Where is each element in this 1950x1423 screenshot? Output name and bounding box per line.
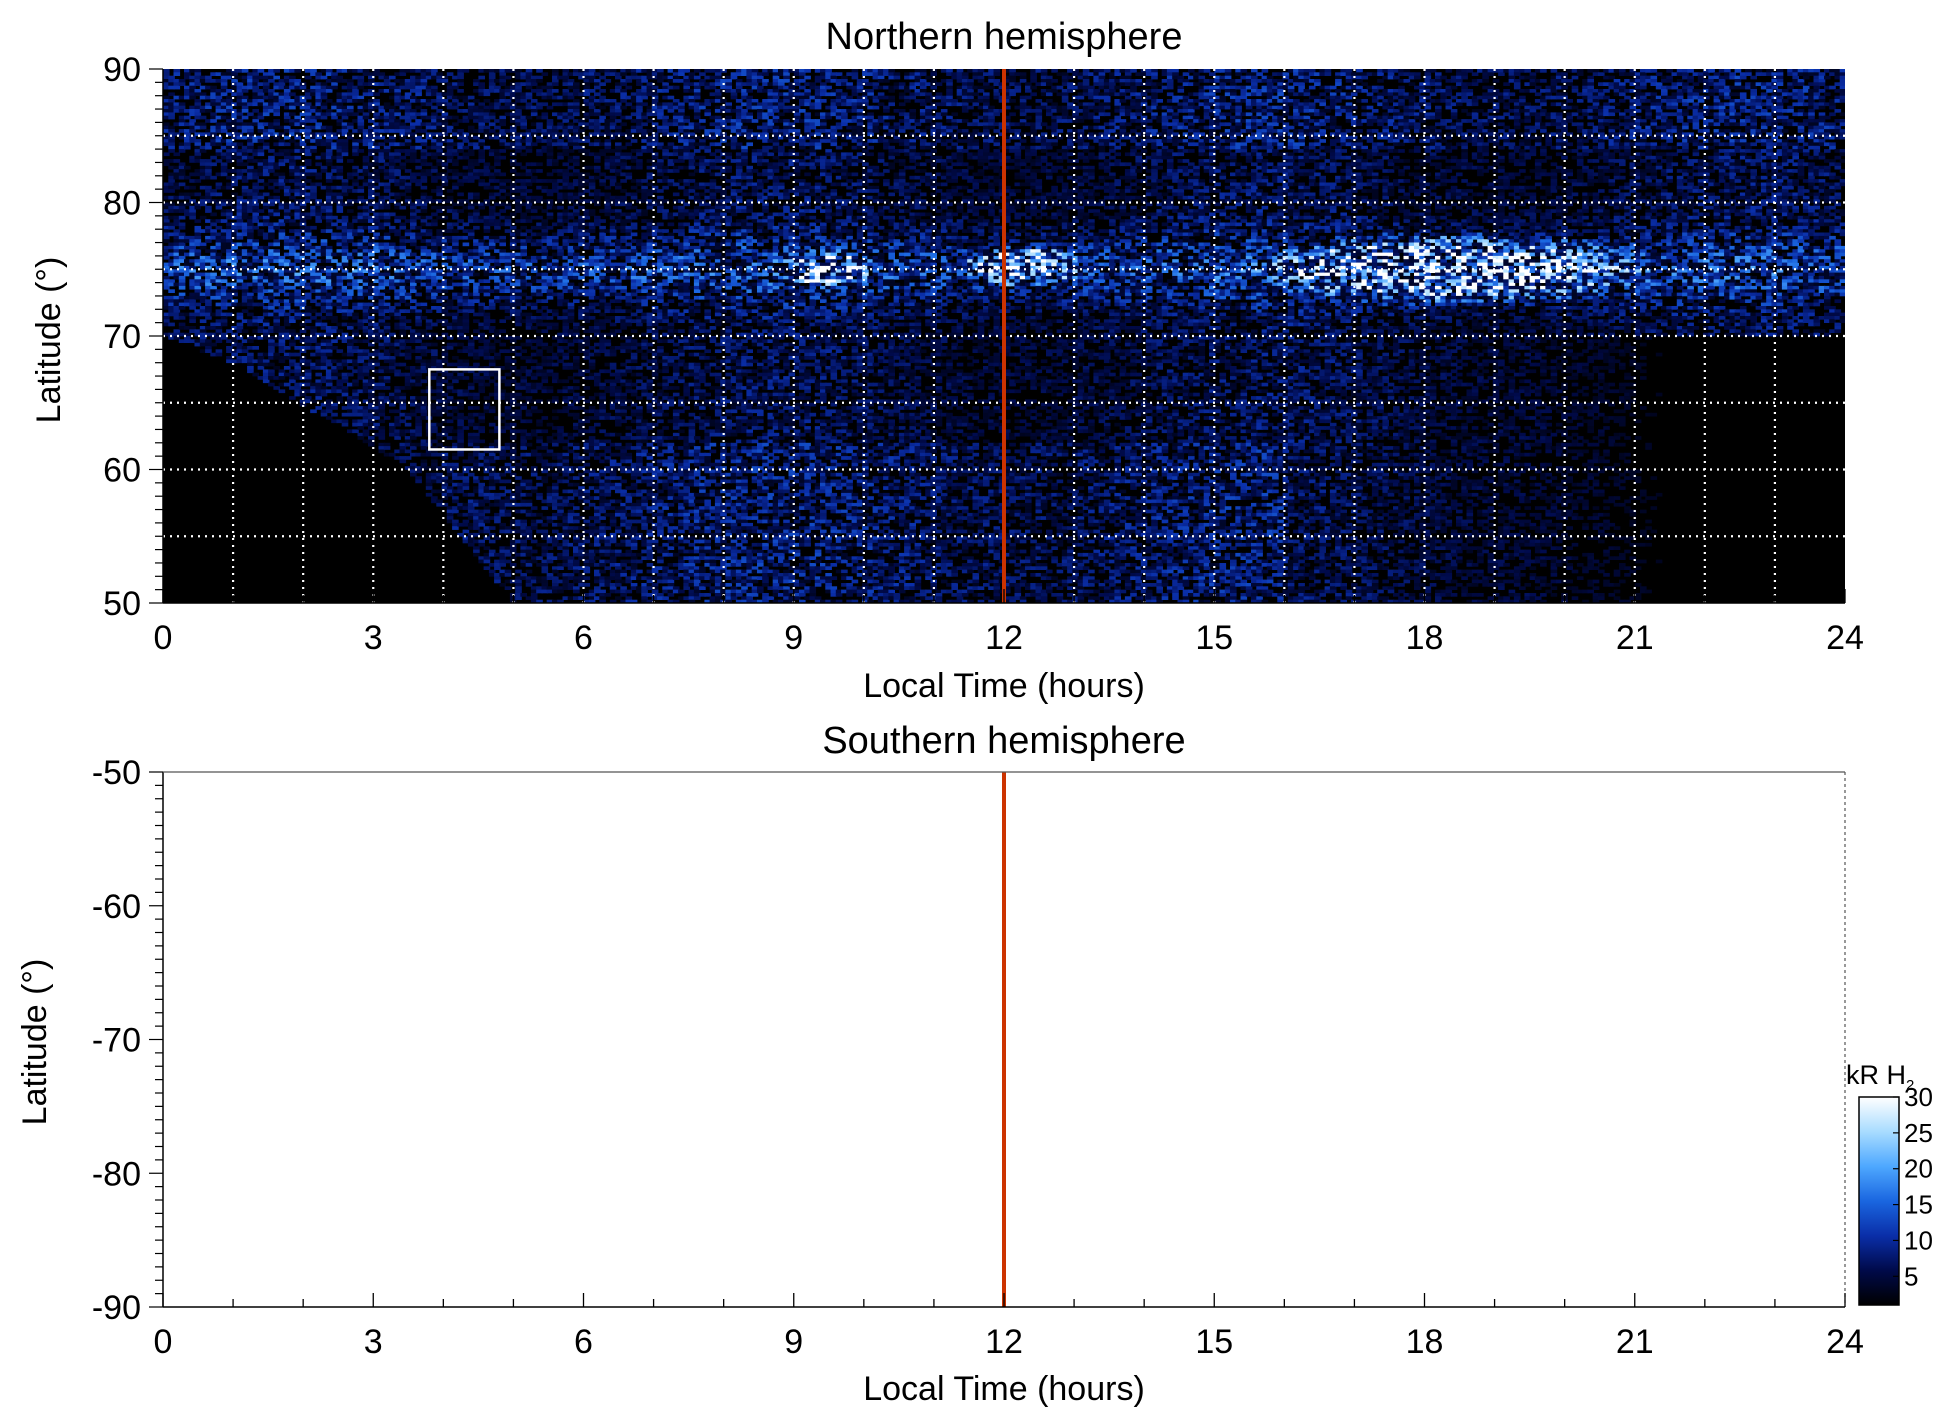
colorbar-tick-label: 25	[1904, 1118, 1933, 1148]
northern-x-tick-label: 18	[1406, 619, 1444, 657]
southern-x-tick-label: 0	[154, 1323, 173, 1361]
northern-y-tick-label: 60	[103, 452, 141, 490]
northern-x-tick-label: 24	[1826, 619, 1864, 657]
northern-x-axis-label: Local Time (hours)	[863, 667, 1145, 705]
colorbar-tick-label: 30	[1904, 1082, 1933, 1112]
northern-x-tick-label: 3	[364, 619, 383, 657]
southern-x-tick-label: 6	[574, 1323, 593, 1361]
southern-x-tick-label: 21	[1616, 1323, 1654, 1361]
southern-x-axis-label: Local Time (hours)	[863, 1370, 1145, 1408]
southern-y-tick-label: -90	[92, 1289, 141, 1327]
colorbar-tick-label: 10	[1904, 1225, 1933, 1255]
northern-y-tick-label: 90	[103, 51, 141, 89]
southern-y-tick-label: -80	[92, 1155, 141, 1193]
southern-title: Southern hemisphere	[822, 720, 1185, 762]
southern-y-tick-label: -70	[92, 1022, 141, 1060]
southern-x-tick-label: 9	[784, 1323, 803, 1361]
northern-y-tick-label: 80	[103, 185, 141, 223]
southern-x-tick-label: 24	[1826, 1323, 1864, 1361]
southern-x-tick-label: 18	[1406, 1323, 1444, 1361]
colorbar-tick-label: 15	[1904, 1190, 1933, 1220]
colorbar-tick-label: 20	[1904, 1154, 1933, 1184]
southern-panel: Southern hemisphere 0 3 6 9 12 15 18 21 24 -50 -60…	[16, 720, 1864, 1408]
northern-y-tick-label: 70	[103, 318, 141, 356]
northern-x-tick-label: 21	[1616, 619, 1654, 657]
colorbar-tick-label: 5	[1904, 1261, 1918, 1291]
southern-x-tick-label: 12	[985, 1323, 1023, 1361]
northern-y-tick-label: 50	[103, 585, 141, 623]
southern-y-tick-label: -60	[92, 888, 141, 926]
southern-y-axis-label: Latitude (°)	[16, 959, 54, 1126]
northern-x-tick-label: 15	[1195, 619, 1233, 657]
northern-x-tick-label: 0	[154, 619, 173, 657]
northern-title: Northern hemisphere	[826, 16, 1183, 58]
southern-x-tick-label: 3	[364, 1323, 383, 1361]
northern-y-axis-label: Latitude (°)	[30, 257, 68, 424]
southern-y-tick-label: -50	[92, 754, 141, 792]
colorbar-gradient	[1859, 1097, 1899, 1305]
northern-x-tick-label: 9	[784, 619, 803, 657]
southern-x-tick-label: 15	[1195, 1323, 1233, 1361]
northern-x-tick-label: 12	[985, 619, 1023, 657]
southern-axes: 0 3 6 9 12 15 18 21 24 -50 -60 -70 -80 -90	[92, 754, 1864, 1361]
northern-panel: Northern hemisphere 0 3 6 9 12 15 18 21 24 50 60 70…	[30, 16, 1864, 705]
northern-x-tick-label: 6	[574, 619, 593, 657]
